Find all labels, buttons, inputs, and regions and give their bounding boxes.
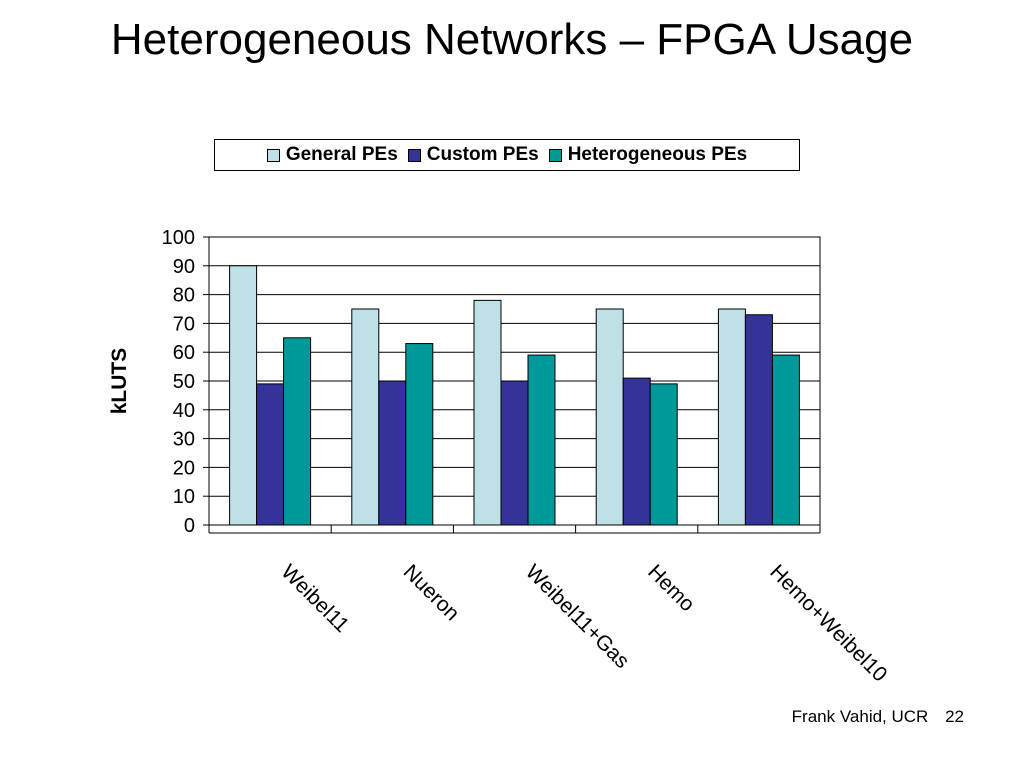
y-tick-label: 50 [173, 371, 195, 393]
legend-swatch-custom-pes [407, 148, 421, 162]
y-tick-label: 70 [173, 313, 195, 335]
y-tick-label: 20 [173, 457, 195, 479]
legend-swatch-heterogeneous-pes [548, 148, 562, 162]
bar [622, 377, 651, 526]
bar [500, 380, 529, 526]
x-tick-label: Hemo+Weibel10 [765, 560, 891, 686]
x-tick-label: Hemo [643, 560, 699, 616]
bar [378, 380, 407, 526]
chart-legend: General PEs Custom PEs Heterogeneous PEs [214, 139, 800, 171]
legend-label-general-pes: General PEs [285, 144, 398, 165]
x-tick-label: Nueron [399, 560, 464, 625]
bar [771, 354, 800, 526]
y-axis-label: kLUTS [108, 348, 131, 415]
legend-item-heterogeneous-pes: Heterogeneous PEs [548, 144, 748, 166]
bar [649, 383, 678, 526]
y-tick-label: 10 [173, 486, 195, 508]
bar [351, 308, 380, 526]
footer-author: Frank Vahid, UCR [791, 707, 929, 726]
y-tick-label: 90 [173, 256, 195, 278]
bar [229, 265, 258, 526]
legend-label-custom-pes: Custom PEs [426, 144, 539, 165]
bar [744, 314, 773, 526]
legend-swatch-general-pes [266, 148, 280, 162]
y-tick-label: 0 [184, 515, 195, 537]
bar [256, 383, 285, 526]
bar [473, 299, 502, 526]
slide-title: Heterogeneous Networks – FPGA Usage [110, 15, 914, 64]
x-tick-label: Weibel11+Gas [521, 560, 634, 673]
bar [405, 343, 434, 526]
x-tick-label: Weibel11 [277, 560, 354, 637]
slide-footer: Frank Vahid, UCR 22 [700, 707, 964, 727]
y-tick-label: 60 [173, 342, 195, 364]
legend-item-custom-pes: Custom PEs [407, 144, 539, 166]
y-tick-label: 100 [162, 227, 195, 249]
y-tick-label: 40 [173, 400, 195, 422]
bar [717, 308, 746, 526]
bar [283, 337, 312, 526]
bar [527, 354, 556, 526]
page-number: 22 [945, 707, 964, 726]
y-tick-label: 30 [173, 429, 195, 451]
legend-label-heterogeneous-pes: Heterogeneous PEs [567, 144, 748, 165]
legend-item-general-pes: General PEs [266, 144, 398, 166]
y-tick-label: 80 [173, 285, 195, 307]
bar [595, 308, 624, 526]
